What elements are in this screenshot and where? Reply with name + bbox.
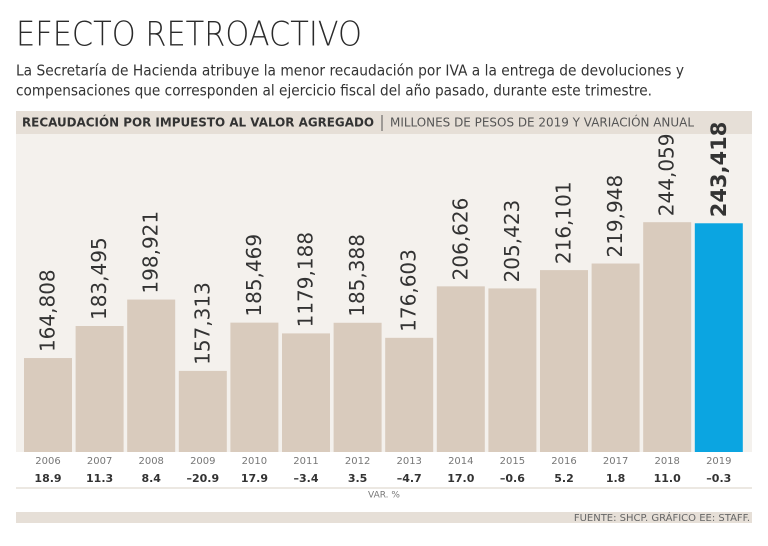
bar bbox=[488, 288, 537, 452]
x-tick-label: 2011 bbox=[293, 456, 318, 467]
variation: 17.9 bbox=[241, 472, 268, 485]
data-label: 164,808 bbox=[36, 269, 60, 352]
variation-label: VAR. % bbox=[368, 491, 400, 501]
x-tick-label: 2012 bbox=[345, 456, 370, 467]
bar bbox=[436, 286, 485, 452]
data-label: 185,469 bbox=[242, 234, 266, 317]
x-tick-label: 2013 bbox=[396, 456, 421, 467]
bar bbox=[333, 322, 382, 452]
data-label: 183,495 bbox=[87, 237, 111, 320]
data-label: 243,418 bbox=[707, 122, 731, 218]
x-tick-label: 2007 bbox=[87, 456, 112, 467]
data-label: 185,388 bbox=[345, 234, 369, 317]
header-band bbox=[16, 111, 752, 134]
data-label: 1179,188 bbox=[294, 232, 318, 327]
bar bbox=[591, 263, 640, 452]
bar bbox=[127, 299, 176, 452]
variation: –0.6 bbox=[500, 472, 525, 485]
chart-title: EFECTO RETROACTIVO bbox=[16, 15, 362, 55]
bar bbox=[694, 223, 743, 452]
x-tick-label: 2006 bbox=[35, 456, 60, 467]
variation: 17.0 bbox=[447, 472, 474, 485]
header-unit: MILLONES DE PESOS DE 2019 Y VARIACIÓN AN… bbox=[390, 115, 694, 130]
bar bbox=[282, 333, 330, 452]
subtitle: compensaciones que corresponden al ejerc… bbox=[16, 82, 652, 100]
data-label: 219,948 bbox=[603, 175, 627, 258]
x-tick-label: 2019 bbox=[706, 456, 731, 467]
bar bbox=[75, 326, 124, 452]
x-tick-label: 2017 bbox=[603, 456, 628, 467]
x-tick-label: 2016 bbox=[551, 456, 576, 467]
data-label: 205,423 bbox=[500, 200, 524, 283]
variation: 3.5 bbox=[348, 472, 368, 485]
variation: 1.8 bbox=[606, 472, 626, 485]
data-label: 198,921 bbox=[139, 211, 163, 294]
plot-background bbox=[16, 134, 752, 452]
x-tick-label: 2008 bbox=[138, 456, 163, 467]
data-label: 216,101 bbox=[552, 181, 576, 264]
x-tick-label: 2015 bbox=[500, 456, 525, 467]
x-tick-label: 2010 bbox=[242, 456, 267, 467]
x-tick-label: 2018 bbox=[654, 456, 679, 467]
data-label: 206,626 bbox=[448, 198, 472, 281]
variation: 8.4 bbox=[141, 472, 161, 485]
x-tick-label: 2014 bbox=[448, 456, 473, 467]
subtitle: La Secretaría de Hacienda atribuye la me… bbox=[16, 62, 684, 80]
variation: 11.0 bbox=[654, 472, 681, 485]
variation: 11.3 bbox=[86, 472, 113, 485]
variation: –3.4 bbox=[294, 472, 319, 485]
bar bbox=[540, 270, 588, 452]
bar bbox=[230, 322, 279, 452]
variation: 5.2 bbox=[554, 472, 574, 485]
variation: –20.9 bbox=[186, 472, 219, 485]
x-tick-label: 2009 bbox=[190, 456, 215, 467]
bar bbox=[385, 337, 434, 452]
data-label: 244,059 bbox=[655, 133, 679, 216]
footer-band bbox=[16, 512, 752, 523]
bar bbox=[643, 222, 692, 452]
data-label: 176,603 bbox=[397, 249, 421, 332]
bar bbox=[24, 358, 72, 452]
variation: –4.7 bbox=[397, 472, 422, 485]
header: RECAUDACIÓN POR IMPUESTO AL VALOR AGREGA… bbox=[22, 115, 374, 130]
variation: 18.9 bbox=[34, 472, 61, 485]
bar bbox=[178, 370, 227, 452]
source: FUENTE: SHCP. GRÁFICO EE: STAFF. bbox=[574, 511, 750, 524]
data-label: 157,313 bbox=[190, 282, 214, 365]
variation: –0.3 bbox=[706, 472, 731, 485]
